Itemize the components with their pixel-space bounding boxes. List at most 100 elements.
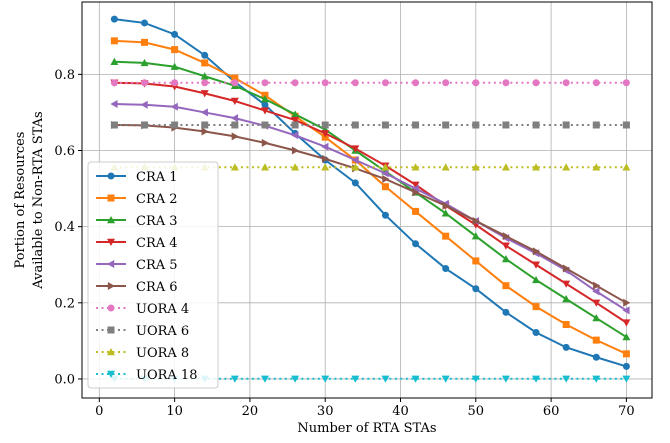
marker	[592, 163, 601, 171]
marker	[321, 163, 330, 171]
series-line	[114, 18, 627, 368]
marker	[412, 240, 420, 248]
marker	[562, 343, 570, 351]
legend-label: CRA 5	[136, 258, 178, 273]
marker	[231, 121, 239, 129]
marker	[351, 121, 359, 129]
marker	[622, 362, 630, 370]
marker	[622, 306, 630, 315]
marker	[592, 121, 600, 129]
marker	[442, 265, 450, 273]
marker	[381, 375, 390, 383]
marker	[592, 353, 600, 361]
marker	[592, 299, 601, 307]
marker	[140, 58, 149, 67]
marker	[291, 131, 299, 140]
legend-label: UORA 18	[136, 368, 197, 383]
marker	[412, 188, 420, 197]
marker	[592, 287, 600, 296]
marker	[381, 211, 389, 219]
marker	[200, 90, 209, 98]
legend-label: CRA 2	[136, 192, 178, 207]
marker	[171, 79, 179, 87]
marker	[291, 146, 300, 155]
marker	[321, 375, 330, 383]
marker	[593, 281, 601, 290]
marker	[532, 329, 540, 337]
legend-label: UORA 8	[136, 346, 189, 361]
series-line	[114, 60, 627, 338]
x-tick-label: 20	[242, 404, 259, 419]
marker	[502, 232, 510, 241]
marker	[140, 79, 148, 87]
plot-frame	[81, 1, 653, 399]
marker	[472, 216, 480, 225]
x-tick-label: 70	[618, 404, 635, 419]
marker	[230, 163, 239, 171]
marker	[261, 79, 269, 87]
marker	[260, 107, 269, 115]
marker	[381, 169, 389, 178]
marker	[110, 37, 118, 45]
marker	[291, 163, 300, 171]
marker	[472, 257, 480, 265]
marker	[351, 375, 360, 383]
marker	[471, 163, 480, 171]
series-line	[114, 81, 627, 324]
marker	[107, 216, 115, 224]
y-tick-label: 0.4	[54, 220, 75, 235]
marker	[441, 209, 450, 217]
marker	[472, 121, 480, 129]
marker	[592, 375, 601, 383]
marker	[411, 375, 420, 383]
marker	[171, 30, 179, 38]
marker	[291, 375, 300, 383]
marker	[381, 79, 389, 87]
marker	[622, 79, 630, 87]
x-tick-label: 0	[95, 404, 103, 419]
legend-label: CRA 6	[136, 280, 178, 295]
marker	[532, 247, 541, 256]
marker	[471, 375, 480, 383]
x-axis-label: Number of RTA STAs	[297, 421, 436, 436]
y-tick-label: 0.0	[54, 372, 75, 387]
marker	[532, 79, 540, 87]
marker	[502, 282, 510, 290]
marker	[562, 375, 571, 383]
marker	[562, 295, 571, 303]
legend-box	[87, 161, 219, 389]
marker	[107, 370, 115, 378]
marker	[411, 163, 420, 171]
marker	[231, 74, 239, 82]
marker	[107, 348, 115, 356]
marker	[501, 255, 510, 263]
marker	[502, 79, 510, 87]
marker	[107, 238, 115, 246]
marker	[201, 59, 209, 67]
marker	[291, 121, 299, 129]
marker	[230, 97, 239, 105]
marker	[622, 350, 630, 358]
marker	[230, 375, 239, 383]
marker	[322, 154, 330, 163]
marker	[351, 145, 360, 153]
marker	[622, 333, 631, 341]
marker	[291, 79, 299, 87]
marker	[412, 207, 420, 215]
marker	[442, 232, 450, 240]
y-axis-label: Portion of Resources	[13, 132, 28, 269]
plot	[110, 15, 631, 383]
marker	[501, 163, 510, 171]
marker	[622, 319, 631, 327]
marker	[562, 121, 570, 129]
marker	[532, 375, 541, 383]
marker	[472, 285, 480, 293]
marker	[381, 163, 390, 171]
marker	[170, 62, 179, 70]
marker	[441, 163, 450, 171]
marker	[107, 282, 115, 290]
marker	[107, 304, 115, 312]
marker	[140, 121, 148, 129]
marker	[261, 101, 269, 109]
